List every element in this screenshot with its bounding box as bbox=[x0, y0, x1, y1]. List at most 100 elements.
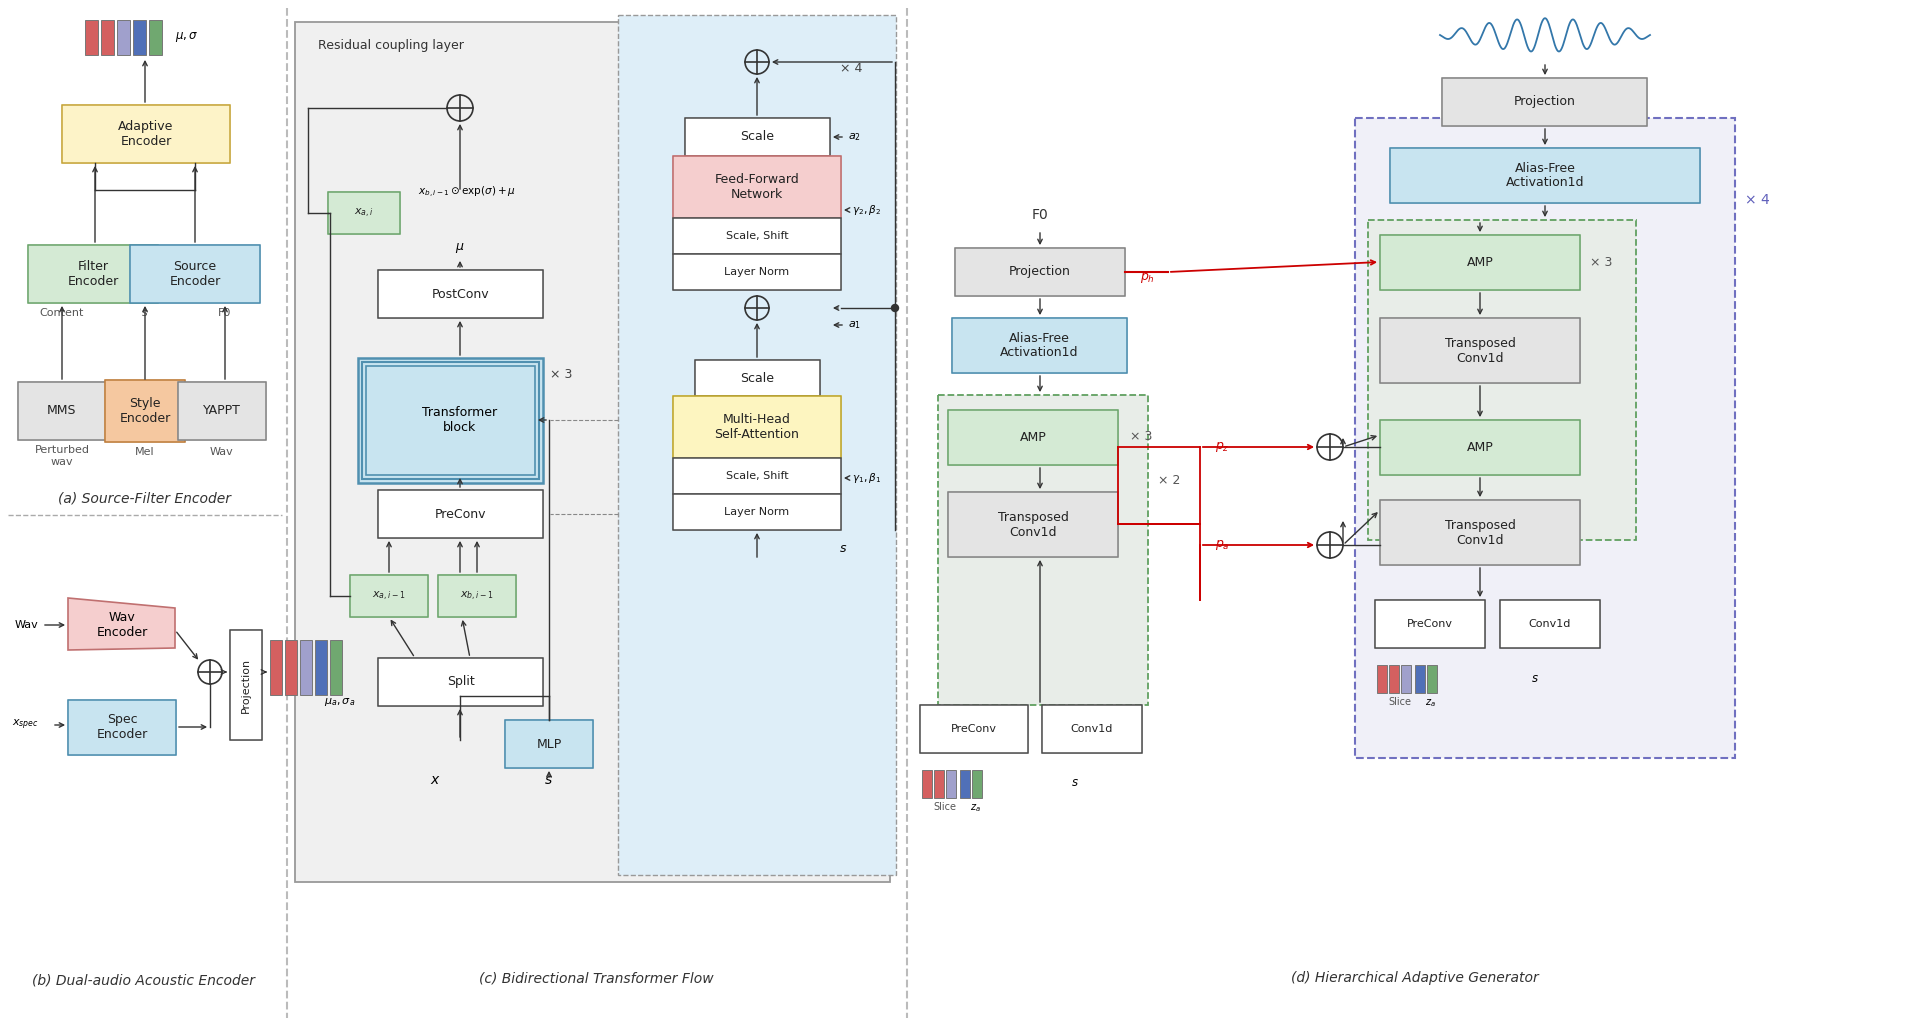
FancyBboxPatch shape bbox=[1380, 420, 1580, 475]
FancyBboxPatch shape bbox=[695, 360, 820, 396]
Text: Residual coupling layer: Residual coupling layer bbox=[319, 39, 465, 51]
Bar bbox=[330, 640, 342, 695]
Bar bbox=[1415, 665, 1425, 693]
Bar bbox=[1388, 665, 1400, 693]
Text: × 4: × 4 bbox=[841, 62, 862, 75]
Text: $x_{a,i}$: $x_{a,i}$ bbox=[353, 206, 374, 220]
Text: F0: F0 bbox=[1031, 208, 1048, 222]
FancyBboxPatch shape bbox=[378, 490, 543, 538]
Text: $z_a$: $z_a$ bbox=[970, 802, 981, 814]
Bar bbox=[1356, 118, 1736, 758]
Text: Projection: Projection bbox=[1010, 266, 1071, 278]
FancyBboxPatch shape bbox=[378, 658, 543, 706]
Text: × 3: × 3 bbox=[549, 368, 572, 382]
Text: $\gamma_2, \beta_2$: $\gamma_2, \beta_2$ bbox=[852, 203, 881, 218]
Bar bbox=[1427, 665, 1436, 693]
FancyBboxPatch shape bbox=[1380, 500, 1580, 565]
Text: $a_2$: $a_2$ bbox=[849, 131, 860, 143]
Bar bbox=[922, 770, 931, 798]
Bar bbox=[300, 640, 311, 695]
Bar bbox=[117, 19, 131, 55]
Text: YAPPT: YAPPT bbox=[204, 404, 240, 418]
Text: Conv1d: Conv1d bbox=[1528, 619, 1571, 629]
Text: (d) Hierarchical Adaptive Generator: (d) Hierarchical Adaptive Generator bbox=[1290, 971, 1538, 985]
FancyBboxPatch shape bbox=[67, 700, 177, 755]
FancyBboxPatch shape bbox=[438, 575, 516, 617]
Text: $p_a$: $p_a$ bbox=[1215, 538, 1231, 552]
Text: $p_h$: $p_h$ bbox=[1140, 271, 1156, 285]
Bar bbox=[972, 770, 981, 798]
Text: $\mu, \sigma$: $\mu, \sigma$ bbox=[175, 30, 198, 44]
Bar bbox=[271, 640, 282, 695]
FancyBboxPatch shape bbox=[952, 318, 1127, 373]
Bar bbox=[618, 15, 897, 875]
Text: Transformer
block: Transformer block bbox=[422, 406, 497, 434]
FancyBboxPatch shape bbox=[1442, 78, 1647, 126]
FancyBboxPatch shape bbox=[954, 248, 1125, 297]
FancyBboxPatch shape bbox=[349, 575, 428, 617]
Text: Multi-Head
Self-Attention: Multi-Head Self-Attention bbox=[714, 413, 799, 441]
FancyBboxPatch shape bbox=[674, 396, 841, 458]
Text: (a) Source-Filter Encoder: (a) Source-Filter Encoder bbox=[58, 491, 230, 505]
Text: Alias-Free
Activation1d: Alias-Free Activation1d bbox=[1505, 161, 1584, 190]
FancyBboxPatch shape bbox=[674, 218, 841, 254]
Text: Content: Content bbox=[40, 308, 84, 318]
Text: AMP: AMP bbox=[1467, 441, 1494, 453]
Text: Adaptive
Encoder: Adaptive Encoder bbox=[119, 120, 173, 148]
Text: × 2: × 2 bbox=[1158, 474, 1181, 486]
Text: MLP: MLP bbox=[536, 738, 563, 750]
Text: Spec
Encoder: Spec Encoder bbox=[96, 713, 148, 742]
Bar bbox=[150, 19, 161, 55]
Text: F0: F0 bbox=[219, 308, 232, 318]
Text: s: s bbox=[142, 308, 148, 318]
Text: s: s bbox=[1071, 776, 1077, 789]
Text: Scale, Shift: Scale, Shift bbox=[726, 231, 789, 241]
Bar bbox=[84, 19, 98, 55]
FancyBboxPatch shape bbox=[378, 270, 543, 318]
Text: Scale, Shift: Scale, Shift bbox=[726, 471, 789, 481]
Text: Mel: Mel bbox=[134, 447, 156, 457]
Text: Split: Split bbox=[447, 675, 474, 688]
Text: × 4: × 4 bbox=[1745, 193, 1770, 207]
FancyBboxPatch shape bbox=[106, 380, 184, 442]
Text: Slice: Slice bbox=[1388, 697, 1411, 707]
Text: Projection: Projection bbox=[242, 658, 252, 713]
FancyBboxPatch shape bbox=[674, 458, 841, 495]
Text: $\mu_a, \sigma_a$: $\mu_a, \sigma_a$ bbox=[324, 696, 355, 708]
Text: (c) Bidirectional Transformer Flow: (c) Bidirectional Transformer Flow bbox=[478, 971, 714, 985]
Text: Layer Norm: Layer Norm bbox=[724, 267, 789, 277]
Text: × 3: × 3 bbox=[1590, 255, 1613, 269]
Text: Feed-Forward
Network: Feed-Forward Network bbox=[714, 173, 799, 201]
Text: Source
Encoder: Source Encoder bbox=[169, 260, 221, 288]
Bar bbox=[1377, 665, 1386, 693]
Bar bbox=[315, 640, 326, 695]
Bar bbox=[947, 770, 956, 798]
Text: × 3: × 3 bbox=[1131, 431, 1152, 443]
Bar bbox=[1367, 220, 1636, 540]
FancyBboxPatch shape bbox=[1390, 148, 1699, 203]
Text: $x_{a,i-1}$: $x_{a,i-1}$ bbox=[372, 590, 405, 602]
Bar bbox=[939, 395, 1148, 705]
FancyBboxPatch shape bbox=[685, 118, 829, 156]
FancyBboxPatch shape bbox=[328, 192, 399, 234]
FancyBboxPatch shape bbox=[131, 245, 259, 303]
FancyBboxPatch shape bbox=[505, 720, 593, 768]
Bar bbox=[284, 640, 298, 695]
FancyBboxPatch shape bbox=[674, 254, 841, 290]
Text: Transposed
Conv1d: Transposed Conv1d bbox=[998, 511, 1068, 539]
FancyBboxPatch shape bbox=[948, 492, 1117, 557]
FancyBboxPatch shape bbox=[1500, 600, 1599, 648]
Text: Alias-Free
Activation1d: Alias-Free Activation1d bbox=[1000, 331, 1079, 359]
FancyBboxPatch shape bbox=[1380, 235, 1580, 290]
Bar bbox=[102, 19, 113, 55]
Bar bbox=[132, 19, 146, 55]
FancyBboxPatch shape bbox=[674, 494, 841, 530]
Bar bbox=[960, 770, 970, 798]
Bar bbox=[357, 358, 543, 483]
Text: Slice: Slice bbox=[933, 802, 956, 812]
Bar bbox=[296, 22, 891, 882]
Text: Scale: Scale bbox=[741, 130, 774, 144]
Text: Wav
Encoder: Wav Encoder bbox=[96, 611, 148, 639]
FancyBboxPatch shape bbox=[1043, 705, 1142, 753]
FancyBboxPatch shape bbox=[674, 156, 841, 219]
